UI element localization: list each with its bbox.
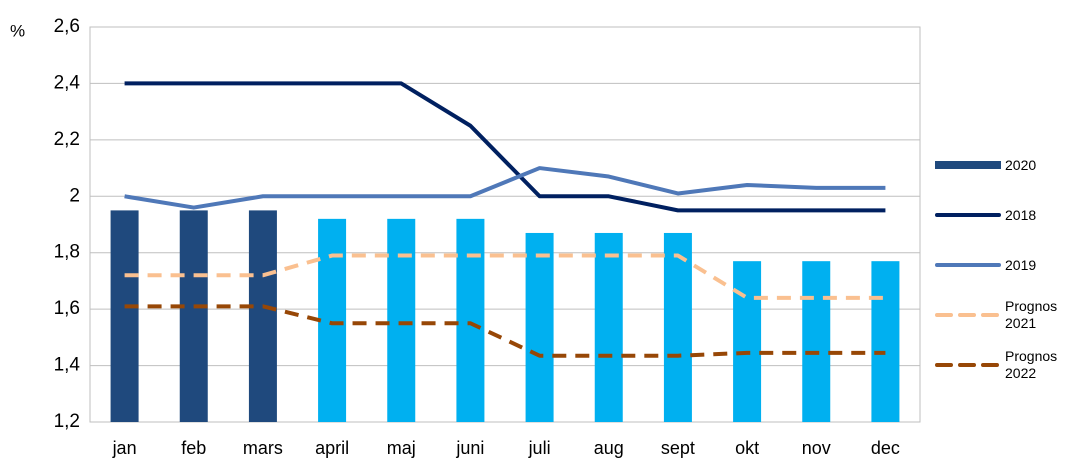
- legend-label: 2019: [1005, 256, 1037, 273]
- bar: [871, 261, 900, 422]
- legend-item: Prognos 2022: [935, 340, 1065, 390]
- bar: [387, 218, 416, 422]
- legend-item: 2018: [935, 190, 1065, 240]
- bar: [802, 261, 831, 422]
- bar: [594, 232, 623, 422]
- legend-label: 2020: [1005, 156, 1037, 173]
- bar: [110, 210, 139, 422]
- line-series: [124, 253, 886, 300]
- x-tick-label: dec: [871, 438, 900, 458]
- x-tick-label: nov: [802, 438, 831, 458]
- x-tick-label: aug: [594, 438, 624, 458]
- bar: [663, 232, 692, 422]
- x-tick-label: april: [315, 438, 349, 458]
- line-series: [124, 166, 886, 210]
- x-tick-label: maj: [387, 438, 416, 458]
- legend-label: Prognos 2022: [1005, 348, 1058, 381]
- x-tick-label: mars: [243, 438, 283, 458]
- x-tick-label: feb: [181, 438, 206, 458]
- x-tick-label: juli: [528, 438, 551, 458]
- bar: [525, 232, 554, 422]
- bar: [318, 218, 347, 422]
- legend: 2020 2018 2019 Prognos 2021 Prognos 2022: [935, 140, 1065, 390]
- legend-marker: [935, 263, 1001, 267]
- legend-item: Prognos 2021: [935, 290, 1065, 340]
- x-tick-label: sept: [661, 438, 695, 458]
- y-axis-label: %: [10, 21, 25, 40]
- bar: [248, 210, 277, 422]
- y-tick-label: 2,4: [54, 72, 81, 93]
- bar: [179, 210, 208, 422]
- legend-item: 2019: [935, 240, 1065, 290]
- legend-swatch: [935, 161, 1001, 169]
- bar: [456, 218, 485, 422]
- x-tick-label: jan: [112, 438, 137, 458]
- legend-marker: [935, 213, 1001, 217]
- y-tick-label: 1,2: [54, 411, 80, 432]
- x-tick-label: okt: [735, 438, 759, 458]
- line-series: [124, 304, 886, 358]
- y-tick-label: 1,4: [54, 355, 81, 376]
- y-tick-label: 2,6: [54, 16, 80, 37]
- y-tick-label: 2,2: [54, 129, 80, 150]
- y-tick-label: 1,6: [54, 298, 80, 319]
- legend-marker: [935, 313, 1001, 317]
- legend-marker: [935, 161, 1001, 169]
- legend-label: 2018: [1005, 206, 1037, 223]
- legend-marker: [935, 363, 1001, 367]
- y-tick-label: 2: [69, 185, 80, 206]
- legend-item: 2020: [935, 140, 1065, 190]
- x-tick-label: juni: [455, 438, 484, 458]
- plot-border: [89, 26, 921, 423]
- y-tick-label: 1,8: [54, 242, 80, 263]
- bar: [733, 261, 762, 422]
- legend-label: Prognos 2021: [1005, 298, 1058, 331]
- line-series: [124, 81, 886, 213]
